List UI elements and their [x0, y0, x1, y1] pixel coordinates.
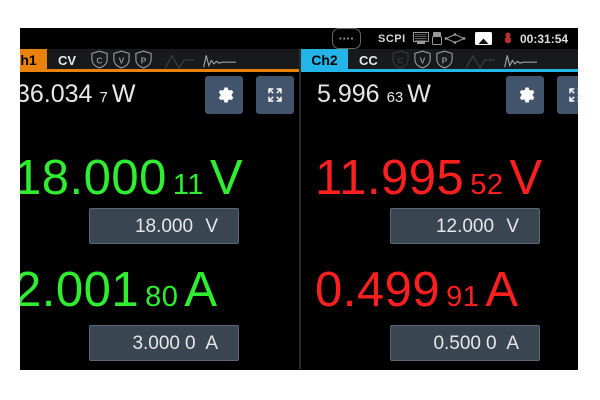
- svg-text:C: C: [397, 55, 403, 65]
- svg-text:P: P: [141, 55, 147, 65]
- svg-text:P: P: [442, 55, 448, 65]
- svg-text:C: C: [96, 55, 102, 65]
- svg-text:V: V: [420, 55, 426, 65]
- svg-text:V: V: [119, 55, 125, 65]
